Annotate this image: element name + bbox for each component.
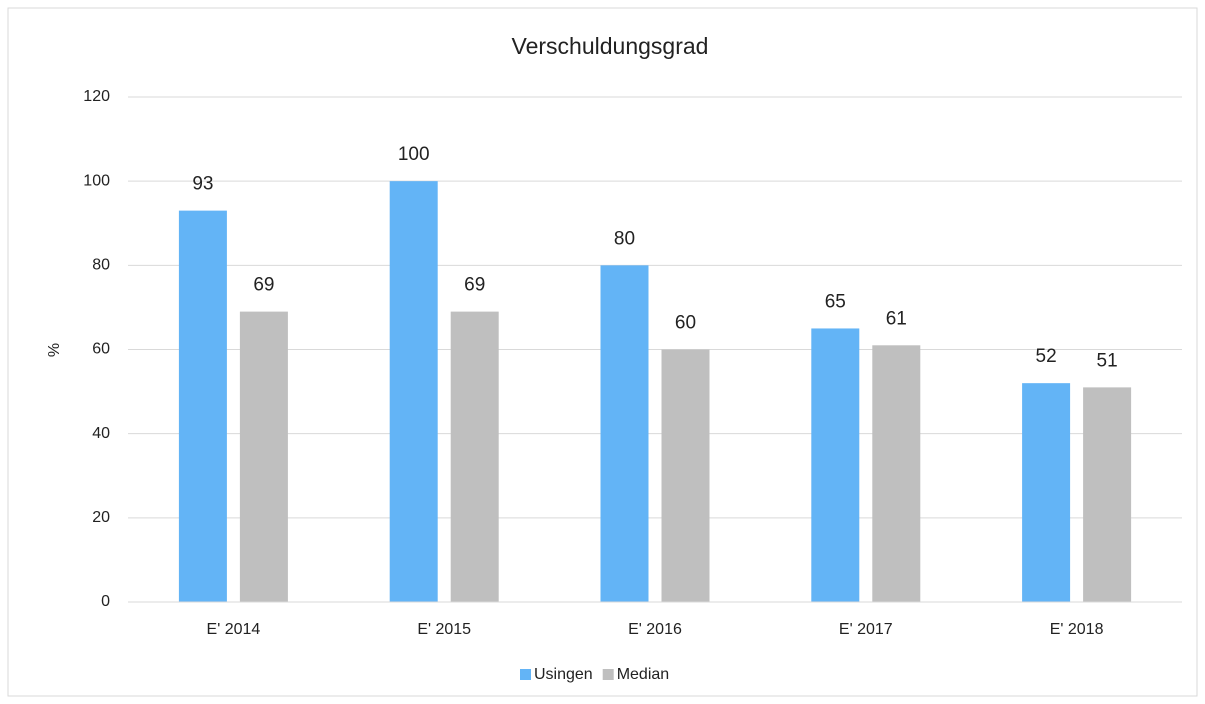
data-label: 80 bbox=[614, 228, 635, 249]
data-label: 69 bbox=[253, 275, 274, 296]
bar bbox=[661, 349, 710, 602]
data-label: 51 bbox=[1097, 350, 1118, 371]
data-label: 65 bbox=[825, 291, 846, 312]
bar bbox=[811, 328, 860, 602]
bar bbox=[450, 311, 499, 602]
x-tick-label: E' 2016 bbox=[628, 621, 682, 638]
bar bbox=[1083, 387, 1132, 602]
data-label: 69 bbox=[464, 275, 485, 296]
data-label: 60 bbox=[675, 313, 696, 334]
y-tick-label: 80 bbox=[92, 257, 110, 274]
data-label: 100 bbox=[398, 144, 430, 165]
y-tick-label: 40 bbox=[92, 425, 110, 442]
bar bbox=[1022, 383, 1071, 602]
bar bbox=[600, 265, 649, 602]
y-tick-label: 0 bbox=[101, 593, 110, 610]
legend-label: Median bbox=[617, 666, 669, 683]
x-tick-label: E' 2015 bbox=[417, 621, 471, 638]
x-tick-label: E' 2018 bbox=[1050, 621, 1104, 638]
data-label: 93 bbox=[192, 174, 213, 195]
bar bbox=[389, 181, 438, 602]
legend-swatch bbox=[602, 669, 614, 680]
bar bbox=[178, 210, 227, 602]
data-label: 52 bbox=[1036, 346, 1057, 367]
chart-title: Verschuldungsgrad bbox=[512, 33, 709, 59]
x-tick-label: E' 2017 bbox=[839, 621, 893, 638]
bar bbox=[239, 311, 288, 602]
legend-label: Usingen bbox=[534, 666, 593, 683]
bar bbox=[872, 345, 921, 602]
data-label: 61 bbox=[886, 308, 907, 329]
y-tick-label: 100 bbox=[83, 172, 110, 189]
y-tick-label: 60 bbox=[92, 341, 110, 358]
x-tick-label: E' 2014 bbox=[207, 621, 261, 638]
legend-swatch bbox=[520, 669, 531, 680]
y-axis-label: % bbox=[46, 343, 63, 357]
y-tick-label: 20 bbox=[92, 509, 110, 526]
y-tick-label: 120 bbox=[83, 88, 110, 105]
